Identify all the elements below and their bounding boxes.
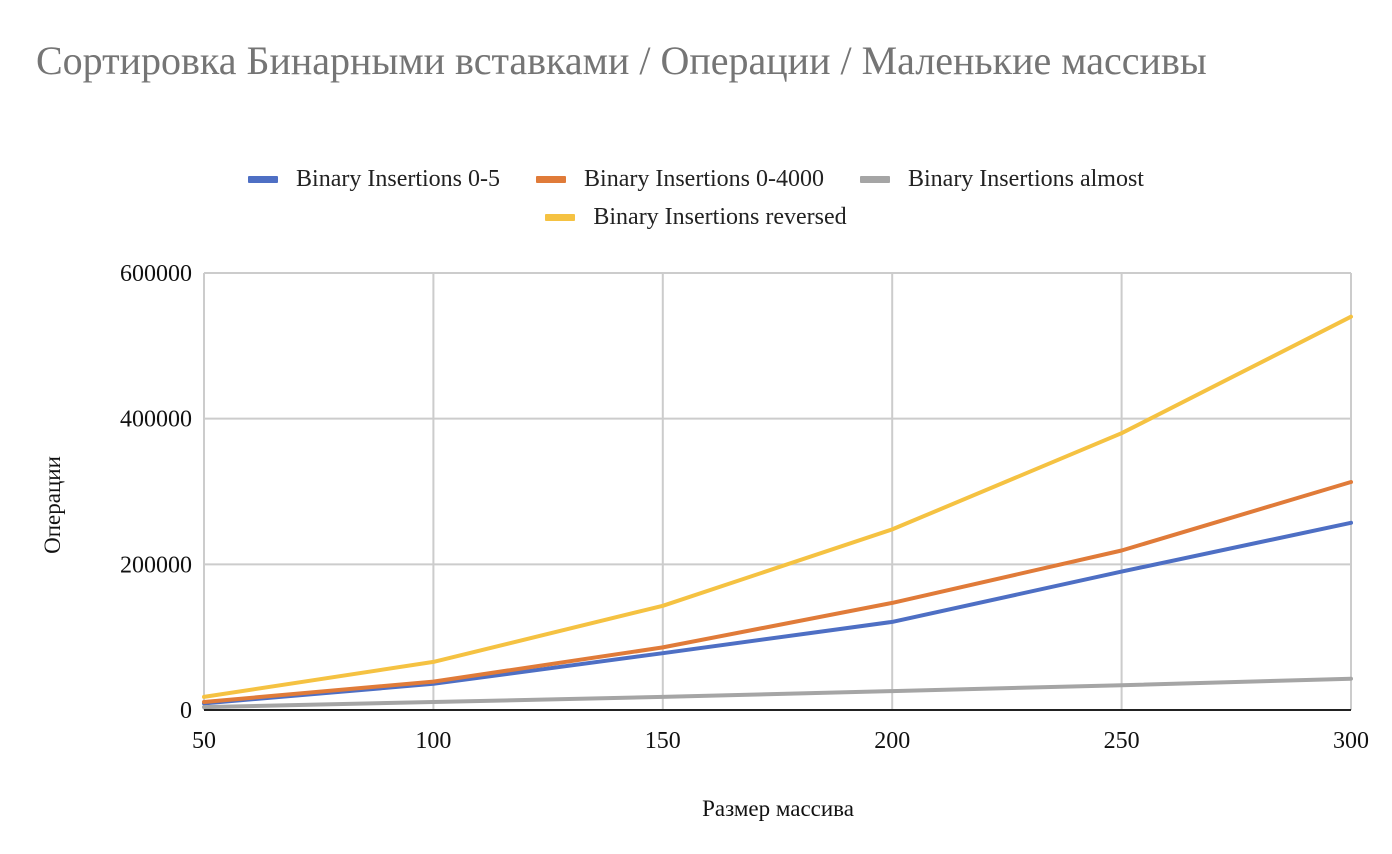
legend-item-almost: Binary Insertions almost	[859, 165, 1144, 193]
y-tick-label: 400000	[120, 407, 192, 433]
y-tick-label: 200000	[120, 552, 192, 578]
x-axis-title: Размер массива	[702, 796, 854, 821]
grid-layer	[203, 272, 1352, 710]
legend-row-1: Binary Insertions 0-5 Binary Insertions …	[0, 160, 1392, 198]
legend-item-reversed: Binary Insertions reversed	[545, 203, 847, 231]
legend-swatch-reversed	[545, 213, 576, 221]
legend-swatch-0-4000	[536, 175, 567, 183]
legend-label-reversed: Binary Insertions reversed	[593, 203, 847, 230]
series-line-binary-insertions-0-4000	[202, 480, 1353, 704]
legend-label-0-4000: Binary Insertions 0-4000	[584, 165, 824, 192]
legend-label-almost: Binary Insertions almost	[907, 165, 1144, 192]
series-layer	[202, 314, 1353, 710]
chart-legend: Binary Insertions 0-5 Binary Insertions …	[0, 160, 1392, 236]
series-line-binary-insertions-almost	[202, 676, 1353, 710]
chart-title: Сортировка Бинарными вставками / Операци…	[36, 38, 1207, 83]
legend-label-0-5: Binary Insertions 0-5	[296, 165, 501, 192]
x-tick-label: 300	[1333, 728, 1369, 754]
legend-swatch-0-5	[248, 175, 279, 183]
legend-item-0-5: Binary Insertions 0-5	[248, 166, 500, 193]
x-tick-label: 50	[192, 728, 216, 754]
x-tick-label: 250	[1104, 728, 1140, 754]
series-line-binary-insertions-reversed	[202, 314, 1353, 699]
y-axis-title: Операции	[40, 456, 65, 554]
legend-row-2: Binary Insertions reversed	[0, 198, 1392, 236]
label-layer: 50 100 150 200 250 300 0 200000 400000 600000	[120, 261, 1369, 754]
y-tick-label: 0	[180, 698, 192, 724]
legend-item-0-4000: Binary Insertions 0-4000	[536, 166, 824, 193]
x-tick-label: 100	[415, 728, 451, 754]
series-line-binary-insertions-0-5	[202, 520, 1353, 706]
y-tick-label: 600000	[120, 261, 192, 287]
legend-swatch-almost	[859, 175, 890, 183]
x-tick-label: 150	[645, 728, 681, 754]
x-tick-label: 200	[874, 728, 910, 754]
